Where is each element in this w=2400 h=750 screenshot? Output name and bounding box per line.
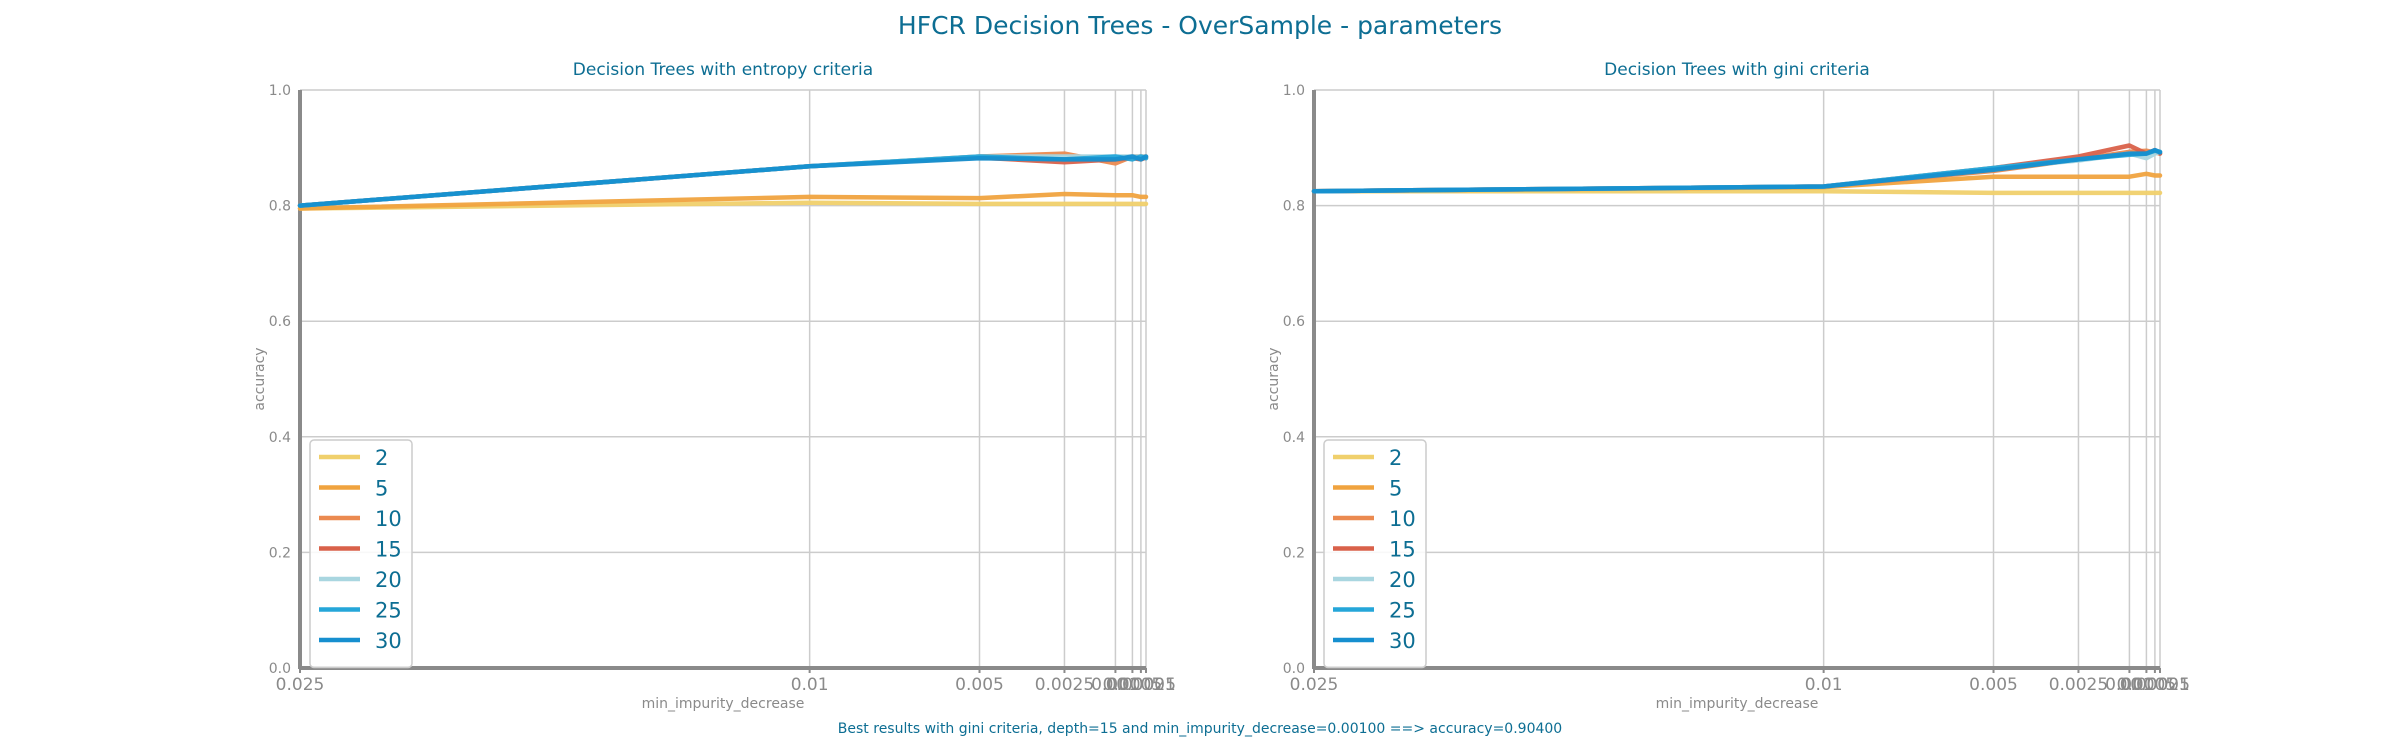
chart-0-legend-label-25: 25 [375,599,402,623]
chart-0-xtick-5: 0.0005 [1103,675,1162,695]
chart-1-ytick-0: 0.0 [1283,661,1305,677]
chart-1-xtick-5: 0.0005 [2117,675,2176,695]
chart-0-legend-label-15: 15 [375,538,402,562]
chart-0-series-2-line [297,200,1149,211]
chart-0-legend-label-5: 5 [375,477,388,501]
chart-0-xtick-4: 0.001 [1091,675,1140,695]
chart-1-ylabel: accuracy [1266,347,1282,410]
gini-chart: Decision Trees with gini criteria 0.0 0.2 0… [1266,60,2190,712]
chart-1-legend-label-5: 5 [1389,477,1402,501]
chart-1-xtick-3: 0.0025 [2049,675,2108,695]
chart-0-xtick-2: 0.005 [955,675,1004,695]
chart-0-series-30-line [297,154,1149,208]
chart-1-xtick-4: 0.001 [2105,675,2154,695]
chart-0-xtick-7: 0.0001 [1116,675,1175,695]
chart-1-title: Decision Trees with gini criteria [1604,60,1870,80]
chart-0-xtick-0: 0.025 [276,675,325,695]
chart-0-ytick-5: 1.0 [269,83,291,99]
chart-0-legend-label-10: 10 [375,507,402,531]
chart-0-ytick-4: 0.8 [269,199,291,215]
chart-1-xtick-1: 0.01 [1805,675,1843,695]
chart-0-ytick-3: 0.6 [269,314,291,330]
chart-0-ytick-2: 0.4 [269,430,291,446]
chart-1-xtick-0: 0.025 [1290,675,1339,695]
chart-0-ylabel: accuracy [252,347,268,410]
chart-0-xtick-6: 0.00025 [1106,675,1176,695]
chart-1-xlabel: min_impurity_decrease [1656,696,1819,712]
chart-1-ytick-2: 0.4 [1283,430,1305,446]
chart-0-legend-label-20: 20 [375,568,402,592]
chart-1-legend-label-2: 2 [1389,446,1402,470]
chart-1-ytick-3: 0.6 [1283,314,1305,330]
chart-0-ytick-1: 0.2 [269,545,291,561]
chart-1-xtick-7: 0.0001 [2130,675,2189,695]
chart-1-xtick-2: 0.005 [1969,675,2018,695]
chart-1-ytick-5: 1.0 [1283,83,1305,99]
chart-1-legend-label-25: 25 [1389,599,1416,623]
chart-0-xlabel: min_impurity_decrease [642,696,805,712]
entropy-chart: Decision Trees with entropy criteria0.00… [252,60,1176,712]
chart-1-legend-label-30: 30 [1389,629,1416,653]
chart-1-ytick-1: 0.2 [1283,545,1305,561]
chart-1-xtick-6: 0.00025 [2120,675,2190,695]
chart-0-series-5-line [297,191,1149,211]
chart-0-xtick-3: 0.0025 [1035,675,1094,695]
chart-0-xtick-1: 0.01 [791,675,829,695]
chart-1-series-15-line [1311,143,2163,194]
chart-1-series-30-line [1311,147,2163,194]
chart-1-ytick-4: 0.8 [1283,199,1305,215]
chart-1-series-2-line [1311,188,2163,196]
figure-title: HFCR Decision Trees - OverSample - param… [898,11,1502,40]
chart-0-legend-label-30: 30 [375,629,402,653]
chart-0-ytick-0: 0.0 [269,661,291,677]
chart-1-legend-label-20: 20 [1389,568,1416,592]
best-results-footnote: Best results with gini criteria, depth=1… [838,721,1562,737]
chart-0-legend-label-2: 2 [375,446,388,470]
chart-0-title: Decision Trees with entropy criteria [573,60,873,80]
chart-1-legend-label-10: 10 [1389,507,1416,531]
chart-1-legend-label-15: 15 [1389,538,1416,562]
